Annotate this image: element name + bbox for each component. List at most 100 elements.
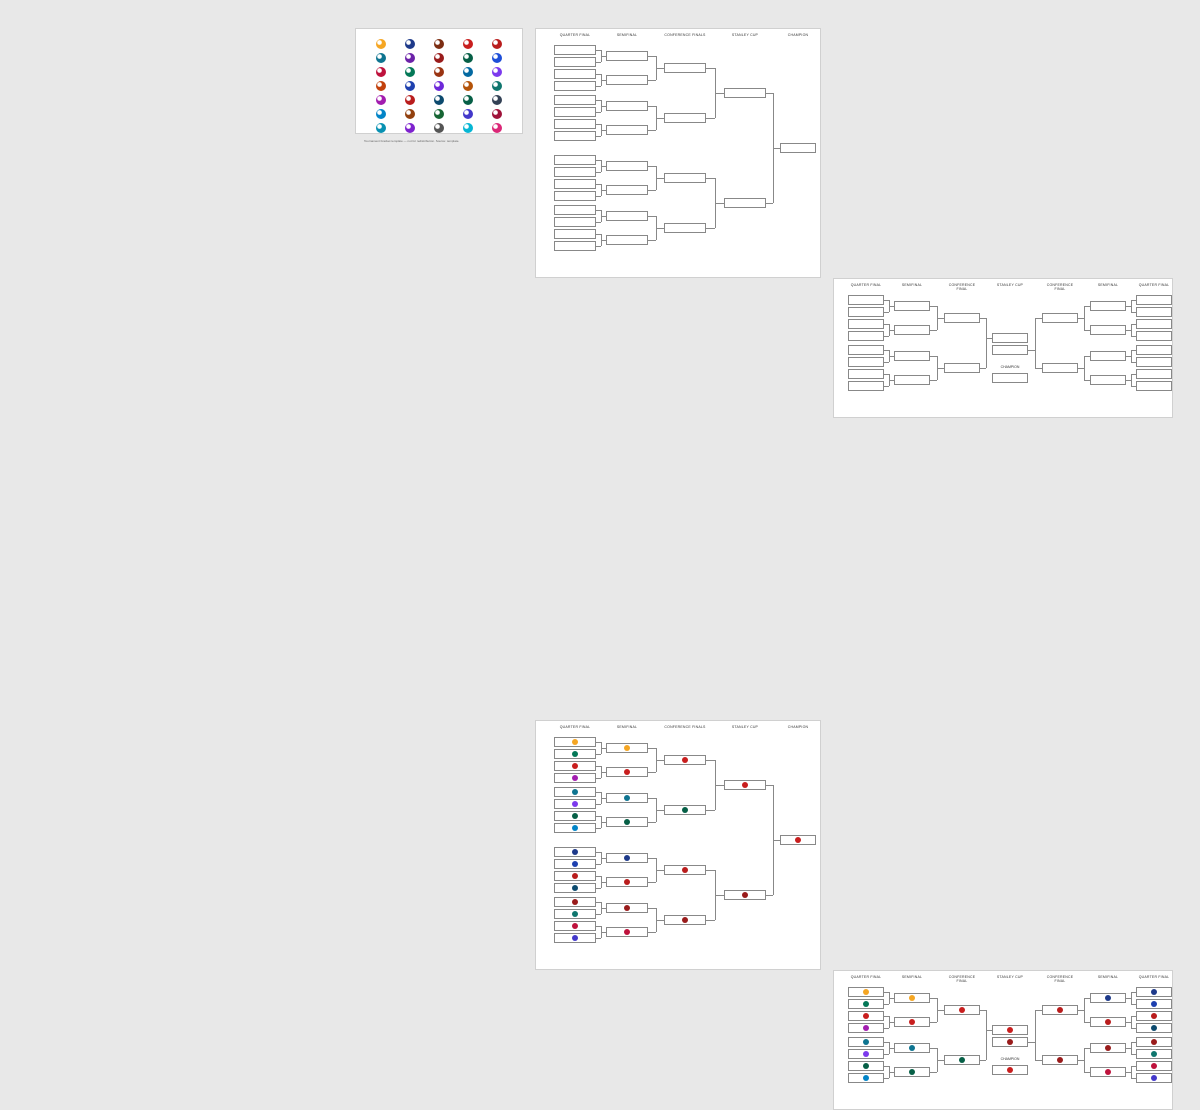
bracket-connector xyxy=(648,106,656,107)
team-mini-icon xyxy=(572,813,578,819)
slot-r1-3 xyxy=(554,81,596,91)
bracket-connector xyxy=(715,785,724,786)
round-label: CONFERENCE FINAL xyxy=(1042,975,1078,983)
slot-r1-15 xyxy=(554,241,596,251)
slot-r1-10 xyxy=(554,871,596,881)
bracket-connector xyxy=(601,106,606,107)
bracket_d: QUARTER FINALSEMIFINALCONFERENCE FINALSS… xyxy=(535,720,821,970)
slotR-r1-0 xyxy=(1136,987,1172,997)
slot-r4-1 xyxy=(724,198,766,208)
bracket-connector xyxy=(1035,368,1042,369)
bracket-connector xyxy=(766,895,773,896)
slotR-r1-6 xyxy=(1136,369,1172,379)
slotR-r1-7 xyxy=(1136,1073,1172,1083)
bracket-connector xyxy=(930,356,937,357)
bracket-connector xyxy=(596,136,601,137)
bracket-connector xyxy=(889,356,894,357)
slotL-r1-5 xyxy=(848,1049,884,1059)
bracket-connector xyxy=(601,190,606,191)
bracket-connector xyxy=(596,754,601,755)
slot-r1-8 xyxy=(554,155,596,165)
slot-r1-12 xyxy=(554,205,596,215)
team-logo-2 xyxy=(434,39,444,49)
team-logo-1 xyxy=(405,39,415,49)
bracket-connector xyxy=(1084,380,1090,381)
team-logo-16 xyxy=(405,81,415,91)
bracket-connector xyxy=(1126,1022,1131,1023)
slot-r1-1 xyxy=(554,57,596,67)
bracket-connector xyxy=(884,1054,889,1055)
slotL-r2-1 xyxy=(894,1017,930,1027)
team-logo-8 xyxy=(463,53,473,63)
bracket-connector xyxy=(773,840,780,841)
bracket-connector xyxy=(986,1010,987,1060)
bracket-connector xyxy=(648,240,656,241)
round-label: QUARTER FINAL xyxy=(1136,975,1172,979)
bracket-connector xyxy=(648,798,656,799)
team-logo-30 xyxy=(376,123,386,133)
bracket-connector xyxy=(930,1072,937,1073)
slotR-r2-0 xyxy=(1090,301,1126,311)
team-logo-22 xyxy=(434,95,444,105)
slotR-r1-3 xyxy=(1136,1023,1172,1033)
slot-r1-9 xyxy=(554,859,596,869)
team-mini-icon xyxy=(1151,1001,1157,1007)
team-mini-icon xyxy=(624,855,630,861)
team-mini-icon xyxy=(624,929,630,935)
slot-r3-0 xyxy=(664,63,706,73)
bracket-connector xyxy=(656,810,664,811)
round-label: CHAMPION xyxy=(780,33,816,37)
slot-r1-9 xyxy=(554,167,596,177)
bracket-connector xyxy=(706,118,715,119)
bracket-connector xyxy=(706,228,715,229)
team-mini-icon xyxy=(572,775,578,781)
bracket-connector xyxy=(648,858,656,859)
bracket-connector xyxy=(889,1048,894,1049)
team-mini-icon xyxy=(1151,989,1157,995)
team-mini-icon xyxy=(1151,1075,1157,1081)
bracket-connector xyxy=(1084,1048,1085,1072)
slot-r4-0 xyxy=(724,780,766,790)
slot-r2-7 xyxy=(606,235,648,245)
team-mini-icon xyxy=(863,1013,869,1019)
slotL-r1-3 xyxy=(848,331,884,341)
bracket-connector xyxy=(766,93,773,94)
bracket-connector xyxy=(884,1078,889,1079)
bracket-connector xyxy=(596,246,601,247)
final-slot-1 xyxy=(992,1037,1028,1047)
slot-r3-1 xyxy=(664,805,706,815)
slot-r2-6 xyxy=(606,211,648,221)
team-logo-21 xyxy=(405,95,415,105)
slot-r1-11 xyxy=(554,883,596,893)
slotR-r1-7 xyxy=(1136,381,1172,391)
slot-r4-0 xyxy=(724,88,766,98)
slot-r3-3 xyxy=(664,223,706,233)
team-logo-9 xyxy=(492,53,502,63)
bracket-connector xyxy=(884,312,889,313)
slotL-r3-1 xyxy=(944,363,980,373)
team-logo-6 xyxy=(405,53,415,63)
bracket-connector xyxy=(1084,998,1085,1022)
bracket-connector xyxy=(937,1060,944,1061)
slotL-r1-4 xyxy=(848,1037,884,1047)
footnote-text: Tournament bracket template — not for re… xyxy=(356,137,522,147)
bracket-connector xyxy=(648,190,656,191)
bracket-connector xyxy=(656,68,664,69)
bracket-connector xyxy=(766,785,773,786)
slotL-r2-0 xyxy=(894,993,930,1003)
bracket-connector xyxy=(986,1030,992,1031)
bracket-connector xyxy=(884,1028,889,1029)
team-logo-grid xyxy=(356,29,522,137)
slotR-r1-6 xyxy=(1136,1061,1172,1071)
round-label: CONFERENCE FINAL xyxy=(944,975,980,983)
slot-r1-4 xyxy=(554,95,596,105)
slot-r1-0 xyxy=(554,737,596,747)
slotL-r1-4 xyxy=(848,345,884,355)
round-label: QUARTER FINAL xyxy=(554,725,596,729)
slot-r2-3 xyxy=(606,125,648,135)
slotR-r1-1 xyxy=(1136,999,1172,1009)
bracket-connector xyxy=(1131,350,1132,362)
round-label: SEMIFINAL xyxy=(1090,283,1126,287)
slot-r1-7 xyxy=(554,131,596,141)
slot-r2-2 xyxy=(606,101,648,111)
